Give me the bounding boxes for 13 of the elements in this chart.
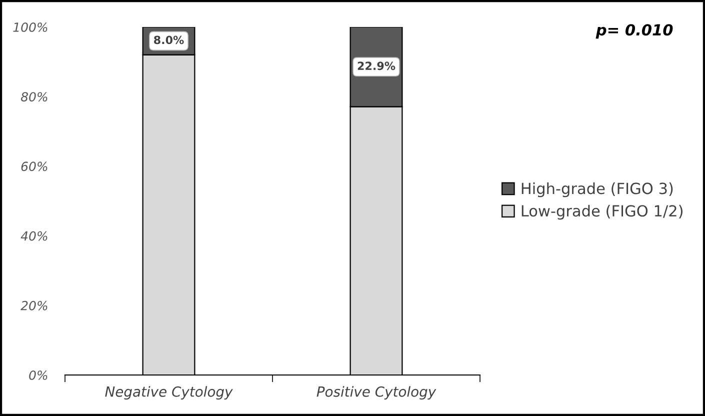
text: p= 0.010 [596,24,673,39]
x-tick-label: Positive Cytology [316,386,436,400]
legend-label: Low-grade (FIGO 1/2) [522,204,682,220]
legend-label: High-grade (FIGO 3) [522,182,673,198]
y-tick-label: 60% [21,162,48,172]
y-tick-label: 20% [20,300,48,310]
y-tick-label: 80% [20,92,48,102]
data-label: 22.9% [358,62,396,70]
y-tick-label: 100% [13,22,48,32]
data-label: 8.0% [154,36,184,44]
y-tick-label: 40% [20,231,48,241]
y-tick-label: 0% [29,370,48,380]
x-tick-label: Negative Cytology [105,386,233,400]
